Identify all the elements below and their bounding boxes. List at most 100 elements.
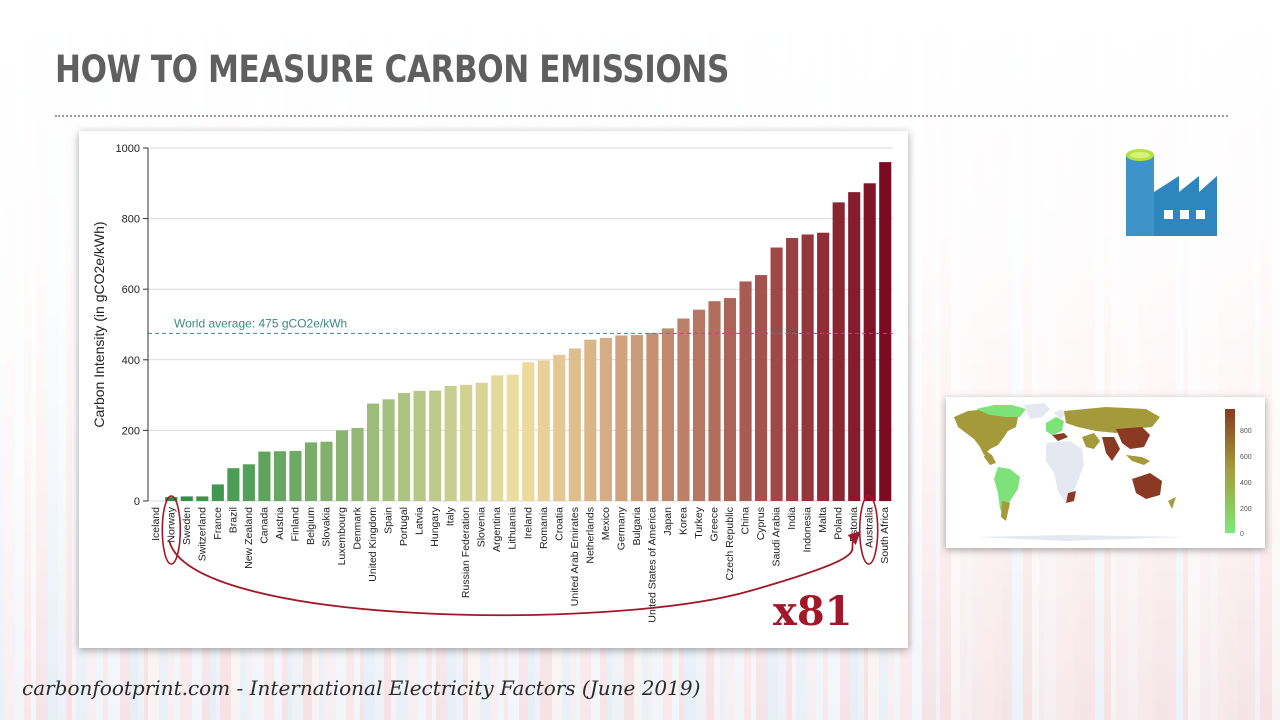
x-tick-label: Belgium bbox=[305, 507, 317, 545]
bar-australia bbox=[863, 183, 876, 502]
highlight-circle-norway bbox=[161, 495, 182, 565]
x-tick-label: United Kingdom bbox=[367, 507, 379, 582]
x-tick-label: Malta bbox=[817, 507, 829, 533]
bar-latvia bbox=[413, 390, 426, 501]
y-tick-label: 200 bbox=[122, 425, 140, 437]
x-tick-label: Ireland bbox=[522, 507, 534, 539]
x-tick-label: Finland bbox=[289, 507, 301, 542]
x-tick-label: Mexico bbox=[600, 507, 612, 540]
x-tick-label: India bbox=[786, 507, 798, 530]
x-tick-labels: Iceland Norway Sweden Switzerland France Braz… bbox=[150, 506, 891, 622]
x-tick-label: Lithuania bbox=[507, 507, 519, 550]
bar-italy bbox=[444, 385, 457, 501]
y-tick-label: 800 bbox=[122, 214, 140, 226]
x-tick-label: Spain bbox=[383, 507, 395, 534]
map-color-scale bbox=[1225, 409, 1235, 533]
x-tick-label: France bbox=[212, 507, 224, 540]
x-tick-label: Saudi Arabia bbox=[771, 507, 783, 567]
x-tick-label: Poland bbox=[833, 507, 845, 540]
x-tick-label: Croatia bbox=[553, 507, 565, 541]
x-tick-label: Portugal bbox=[398, 507, 410, 546]
bar-slovakia bbox=[320, 441, 333, 501]
x-tick-label: Bulgaria bbox=[631, 507, 643, 546]
bar-switzerland bbox=[196, 496, 209, 501]
bar-brazil bbox=[227, 468, 240, 501]
y-axis-title: Carbon Intensity (in gCO2e/kWh) bbox=[91, 221, 107, 427]
bar-korea bbox=[677, 318, 690, 501]
x-tick-label: Luxembourg bbox=[336, 507, 348, 566]
x-tick-label: Korea bbox=[677, 507, 689, 535]
x-tick-label: Germany bbox=[615, 506, 627, 550]
x-tick-label: Romania bbox=[538, 507, 550, 549]
bar-saudi-arabia bbox=[770, 247, 783, 501]
title-divider bbox=[55, 115, 1228, 117]
bar-hungary bbox=[429, 390, 442, 501]
bar-portugal bbox=[398, 392, 411, 501]
x-tick-label: Australia bbox=[864, 507, 876, 548]
carbon-intensity-bar-chart: World average: 475 gCO2e/kWh 0 200 400 600 8… bbox=[91, 143, 893, 635]
x-tick-label: Slovenia bbox=[476, 507, 488, 547]
map-scale-tick: 600 bbox=[1240, 454, 1252, 461]
bar-new-zealand bbox=[242, 464, 255, 501]
multiplier-label: x81 bbox=[773, 588, 853, 635]
map-scale-tick: 0 bbox=[1240, 531, 1244, 538]
x-tick-label: Argentina bbox=[491, 507, 503, 552]
bar-canada bbox=[258, 451, 271, 501]
bar-argentina bbox=[491, 375, 504, 501]
y-tick-label: 1000 bbox=[116, 143, 140, 155]
world-choropleth-map: 800 600 400 200 0 bbox=[954, 403, 1252, 541]
x-tick-label: United States of America bbox=[646, 507, 658, 623]
x-tick-label: South Africa bbox=[879, 507, 891, 564]
bar-ireland bbox=[522, 362, 535, 501]
bar-malta bbox=[817, 232, 830, 501]
x-tick-label: Austria bbox=[274, 507, 286, 540]
x-tick-label: Indonesia bbox=[802, 507, 814, 553]
bar-slovenia bbox=[475, 382, 488, 501]
map-scale-tick: 800 bbox=[1240, 428, 1252, 435]
bar-belgium bbox=[304, 442, 318, 501]
world-map-panel: 800 600 400 200 0 bbox=[946, 397, 1265, 548]
x-tick-label: Greece bbox=[709, 507, 721, 542]
bar-finland bbox=[289, 450, 302, 501]
bar-norway bbox=[165, 497, 178, 501]
x-tick-label: Hungary bbox=[429, 506, 441, 546]
x-tick-label: Denmark bbox=[352, 506, 364, 549]
bar-croatia bbox=[553, 354, 566, 501]
bar-germany bbox=[615, 335, 628, 501]
bar-cyprus bbox=[755, 275, 768, 501]
x-tick-label: New Zealand bbox=[243, 507, 255, 569]
bar-chart-panel: World average: 475 gCO2e/kWh 0 200 400 600 8… bbox=[79, 131, 908, 648]
world-average-label: World average: 475 gCO2e/kWh bbox=[174, 316, 347, 330]
x-tick-label: Latvia bbox=[414, 507, 426, 535]
slide-title: HOW TO MEASURE CARBON EMISSIONS bbox=[55, 48, 729, 91]
map-scale-tick: 200 bbox=[1240, 506, 1252, 513]
x-tick-label: Russian Federation bbox=[460, 507, 472, 598]
x-tick-label: Cyprus bbox=[755, 507, 767, 540]
x-tick-label: Italy bbox=[445, 506, 457, 526]
x-tick-label: Switzerland bbox=[196, 507, 208, 561]
arrow-head bbox=[847, 531, 861, 545]
bar-france bbox=[211, 484, 224, 501]
x-tick-label: United Arab Emirates bbox=[569, 507, 581, 606]
x-tick-label: Sweden bbox=[181, 507, 193, 545]
bar-bulgaria bbox=[630, 335, 643, 501]
x-tick-label: Iceland bbox=[150, 507, 162, 541]
bar-china bbox=[739, 281, 752, 501]
gridlines bbox=[148, 147, 893, 502]
bar-poland bbox=[832, 202, 845, 501]
bar-spain bbox=[382, 399, 395, 501]
bar-india bbox=[786, 238, 799, 501]
x-tick-label: Turkey bbox=[693, 506, 705, 538]
bar-sweden bbox=[180, 496, 193, 501]
bar-denmark bbox=[351, 427, 364, 501]
x-tick-label: Slovakia bbox=[320, 507, 332, 547]
bar-lithuania bbox=[506, 374, 519, 501]
bar-indonesia bbox=[801, 234, 814, 502]
bar-netherlands bbox=[584, 339, 597, 501]
source-caption: carbonfootprint.com - International Elec… bbox=[22, 676, 701, 700]
bar-united-arab-emirates bbox=[568, 348, 581, 501]
bar-mexico bbox=[599, 337, 612, 501]
comparison-arrow bbox=[168, 536, 858, 617]
bars bbox=[165, 162, 892, 502]
bar-russian-federation bbox=[460, 384, 473, 501]
